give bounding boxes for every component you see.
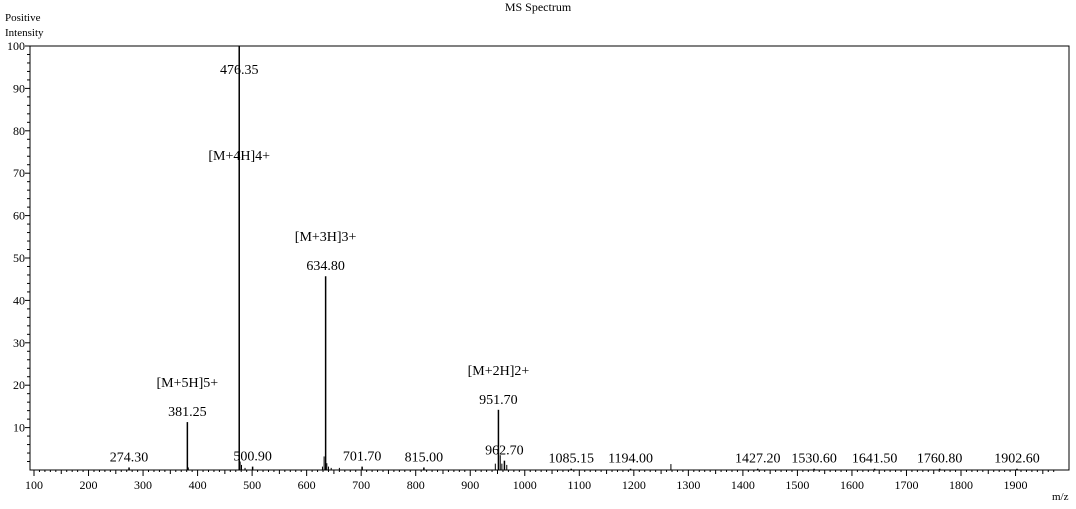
peak-mz-label: 381.25 [168,405,207,420]
peak-mz-label: 701.70 [343,450,382,465]
chart-title: MS Spectrum [505,0,572,14]
peak-annotation: [M+2H]2+ [468,364,530,379]
y-tick-label: 30 [13,336,25,350]
y-axis-label-line2: Intensity [5,27,44,39]
x-tick-label: 800 [407,478,425,492]
x-tick-label: 1200 [622,478,646,492]
peak-mz-label: 476.35 [220,63,259,78]
x-tick-label: 1500 [785,478,809,492]
x-tick-label: 200 [80,478,98,492]
y-tick-label: 90 [13,81,25,95]
peak-annotation: [M+4H]4+ [208,149,270,164]
x-tick-label: 600 [298,478,316,492]
peak-annotation: [M+3H]3+ [295,230,357,245]
peak-mz-label: 1085.15 [548,452,594,467]
peak-mz-label: 634.80 [306,259,345,274]
y-axis-label-line1: Positive [5,12,41,24]
peak-labels-group: 274.30 381.25 [M+5H]5+ 476.35 [M+4H]4+ 500.90… [110,63,1040,467]
peak-mz-label: 1427.20 [735,452,781,467]
peak-mz-label: 1760.80 [917,452,963,467]
x-tick-label: 1800 [949,478,973,492]
y-axis: 10 20 30 40 50 60 70 80 90 100 [7,39,30,463]
x-tick-label: 400 [189,478,207,492]
y-tick-label: 80 [13,124,25,138]
peaks-group [128,46,1018,470]
peak-mz-label: 962.70 [485,444,524,459]
y-tick-label: 50 [13,251,25,265]
x-tick-label: 1300 [676,478,700,492]
x-tick-label: 1900 [1004,478,1028,492]
x-tick-label: 100 [25,478,43,492]
x-tick-label: 700 [352,478,370,492]
peak-mz-label: 815.00 [405,450,444,465]
peak-annotation: [M+5H]5+ [157,376,219,391]
y-tick-label: 70 [13,166,25,180]
peak-mz-label: 1641.50 [852,452,898,467]
peak-mz-label: 500.90 [233,450,272,465]
peak-mz-label: 1194.00 [608,452,653,467]
peak-mz-label: 951.70 [479,393,518,408]
x-axis: 100 200 300 400 500 600 700 800 900 1000 1100 1200 1… [25,470,1055,492]
x-tick-label: 1600 [840,478,864,492]
x-tick-label: 1700 [894,478,918,492]
peak-mz-label: 1902.60 [994,452,1040,467]
y-tick-label: 100 [7,39,25,53]
x-tick-label: 900 [461,478,479,492]
x-tick-label: 500 [243,478,261,492]
peak-mz-label: 274.30 [110,450,149,465]
y-tick-label: 20 [13,378,25,392]
peak-mz-label: 1530.60 [791,452,837,467]
x-tick-label: 1000 [513,478,537,492]
x-tick-label: 1100 [568,478,592,492]
x-tick-label: 300 [134,478,152,492]
x-tick-label: 1400 [731,478,755,492]
x-axis-label: m/z [1052,491,1069,503]
y-tick-label: 40 [13,293,25,307]
y-tick-label: 60 [13,209,25,223]
y-tick-label: 10 [13,421,25,435]
